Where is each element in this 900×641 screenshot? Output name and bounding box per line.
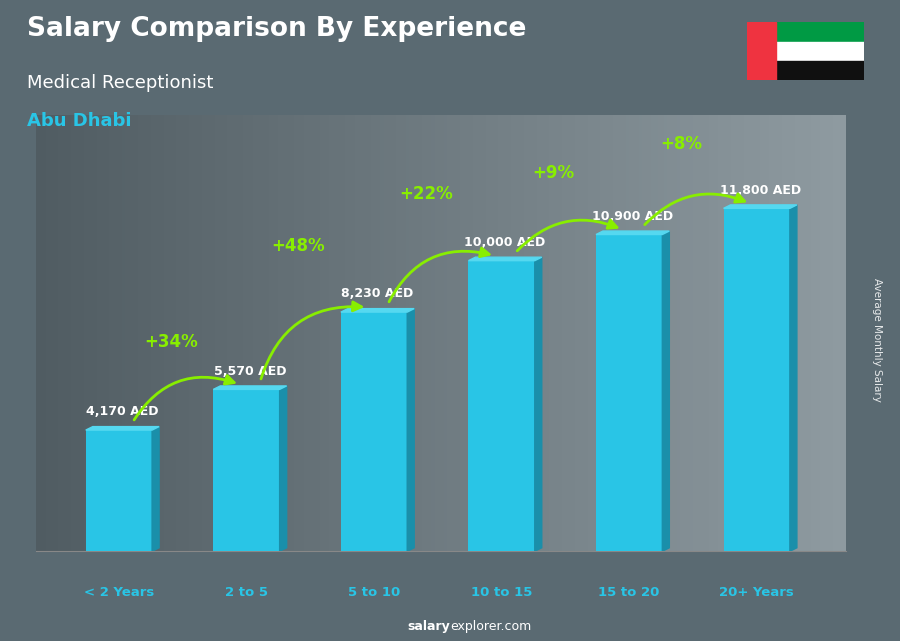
Text: 10 to 15: 10 to 15 [471, 586, 532, 599]
Text: +48%: +48% [272, 237, 325, 255]
Text: 11,800 AED: 11,800 AED [720, 184, 801, 197]
Text: Medical Receptionist: Medical Receptionist [27, 74, 213, 92]
Polygon shape [790, 205, 796, 551]
Polygon shape [86, 427, 159, 430]
Text: < 2 Years: < 2 Years [84, 586, 154, 599]
Text: 20+ Years: 20+ Years [719, 586, 794, 599]
Polygon shape [280, 386, 287, 551]
Text: Abu Dhabi: Abu Dhabi [27, 112, 131, 130]
Bar [341, 312, 407, 551]
Polygon shape [407, 308, 414, 551]
Bar [747, 22, 776, 80]
Text: +9%: +9% [533, 165, 574, 183]
Text: 5 to 10: 5 to 10 [348, 586, 400, 599]
Text: +8%: +8% [660, 135, 702, 153]
Bar [747, 22, 864, 42]
Text: explorer.com: explorer.com [450, 620, 531, 633]
Polygon shape [341, 308, 414, 312]
Polygon shape [596, 231, 670, 235]
Text: 4,170 AED: 4,170 AED [86, 406, 158, 419]
Bar [468, 261, 535, 551]
Text: 8,230 AED: 8,230 AED [341, 287, 414, 301]
Polygon shape [724, 205, 796, 208]
Bar [596, 235, 662, 551]
Text: Average Monthly Salary: Average Monthly Salary [871, 278, 882, 402]
Bar [724, 208, 790, 551]
Polygon shape [662, 231, 670, 551]
Text: 10,000 AED: 10,000 AED [464, 236, 545, 249]
Polygon shape [535, 257, 542, 551]
Bar [747, 61, 864, 80]
Text: +34%: +34% [144, 333, 198, 351]
Text: +22%: +22% [399, 185, 453, 203]
Polygon shape [213, 386, 287, 389]
Text: 2 to 5: 2 to 5 [225, 586, 268, 599]
Bar [747, 42, 864, 61]
Polygon shape [468, 257, 542, 261]
Bar [213, 389, 280, 551]
Text: 10,900 AED: 10,900 AED [592, 210, 673, 223]
Text: salary: salary [407, 620, 450, 633]
Polygon shape [152, 427, 159, 551]
Text: 5,570 AED: 5,570 AED [213, 365, 286, 378]
Text: 15 to 20: 15 to 20 [598, 586, 660, 599]
Bar [86, 430, 152, 551]
Text: Salary Comparison By Experience: Salary Comparison By Experience [27, 16, 526, 42]
